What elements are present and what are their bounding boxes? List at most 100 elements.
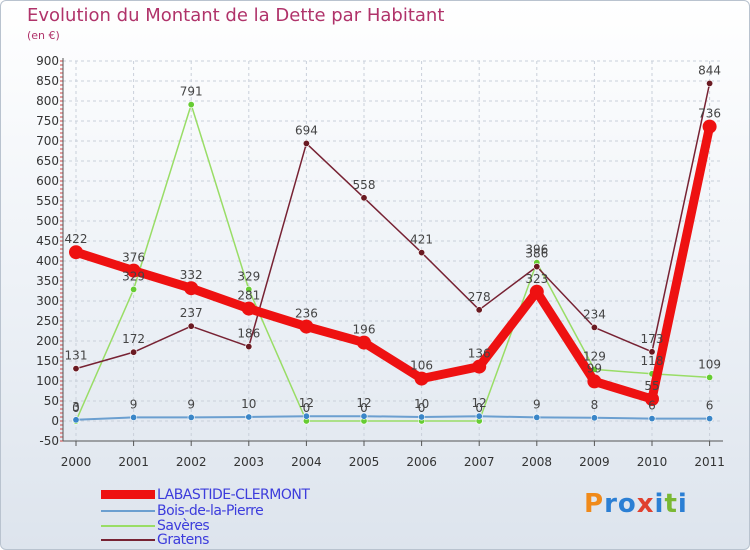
data-label: 3 — [72, 400, 80, 414]
data-label: 12 — [356, 396, 371, 410]
x-tick-label: 2011 — [694, 455, 725, 469]
data-point — [533, 413, 541, 421]
legend-label: Gratens — [157, 531, 209, 548]
data-point — [648, 415, 656, 423]
y-tick-label: 850 — [36, 74, 59, 88]
legend-label: Savères — [157, 517, 210, 534]
x-tick-label: 2002 — [176, 455, 207, 469]
data-label: 131 — [65, 349, 88, 363]
data-point — [130, 348, 138, 356]
data-label: 376 — [122, 251, 145, 265]
data-label: 0 — [475, 401, 483, 415]
series-line — [75, 103, 711, 422]
y-tick-label: -50 — [39, 434, 59, 448]
data-point — [706, 79, 714, 87]
data-point — [702, 119, 717, 134]
data-point — [69, 245, 83, 260]
data-point — [472, 359, 487, 374]
data-point — [529, 284, 544, 299]
y-tick-label: 600 — [36, 174, 59, 188]
grid — [63, 60, 723, 442]
data-label: 136 — [468, 347, 491, 361]
legend-label: LABASTIDE-CLERMONT — [157, 486, 310, 503]
data-point — [130, 413, 138, 421]
x-tick-label: 2000 — [61, 455, 92, 469]
proxiti-logo: Proxiti — [584, 489, 688, 519]
y-tick-label: 750 — [36, 114, 59, 128]
data-label: 332 — [180, 268, 203, 282]
data-point — [72, 365, 80, 373]
data-point — [475, 412, 483, 420]
data-point — [245, 343, 253, 351]
y-tick-label: 100 — [36, 374, 59, 388]
data-point — [357, 335, 371, 350]
x-tick-label: 2003 — [234, 455, 265, 469]
data-label: 173 — [641, 332, 664, 346]
data-point — [187, 413, 195, 421]
y-tick-label: 450 — [36, 234, 59, 248]
data-point — [706, 373, 714, 381]
data-label: 791 — [180, 85, 203, 99]
data-label: 329 — [122, 269, 145, 283]
data-point — [414, 371, 429, 386]
x-tick-label: 2009 — [579, 455, 610, 469]
data-point — [187, 322, 195, 330]
legend-swatch — [101, 538, 155, 541]
data-label: 9 — [130, 397, 138, 411]
data-label: 323 — [525, 272, 548, 286]
data-point — [126, 263, 141, 278]
logo-letter: i — [654, 489, 665, 519]
chart-title: Evolution du Montant de la Dette par Hab… — [27, 5, 445, 26]
data-label: 55 — [644, 379, 659, 393]
logo-letter: i — [677, 489, 688, 519]
data-label: 0 — [360, 401, 368, 415]
data-point — [418, 413, 426, 421]
data-label: 186 — [237, 327, 260, 341]
legend-item: Bois-de-la-Pierre — [101, 503, 264, 519]
x-tick-label: 2001 — [118, 455, 149, 469]
data-label: 129 — [583, 349, 606, 363]
x-tick-label: 2010 — [637, 455, 668, 469]
data-label: 109 — [698, 357, 721, 371]
data-point — [590, 323, 598, 331]
series-line — [71, 122, 715, 404]
series-layer — [69, 79, 717, 425]
data-label: 9 — [187, 397, 195, 411]
logo-letter: t — [664, 489, 678, 519]
y-tick-label: 650 — [36, 154, 59, 168]
logo-letter: r — [604, 489, 618, 519]
y-tick-label: 250 — [36, 314, 59, 328]
data-point — [184, 281, 199, 296]
data-label: 172 — [122, 332, 145, 346]
data-label: 118 — [641, 354, 664, 368]
data-label: 422 — [65, 232, 88, 246]
y-tick-label: 200 — [36, 334, 59, 348]
data-label: 396 — [525, 243, 548, 257]
data-point — [706, 415, 714, 423]
y-tick-label: 50 — [44, 394, 59, 408]
y-tick-label: 300 — [36, 294, 59, 308]
data-point — [299, 319, 314, 334]
data-label: 281 — [237, 289, 260, 303]
data-point — [645, 392, 659, 406]
data-label: 329 — [237, 269, 260, 283]
legend-item: Gratens — [101, 531, 209, 548]
data-point — [72, 416, 80, 424]
y-tick-label: 700 — [36, 134, 59, 148]
y-tick-label: 150 — [36, 354, 59, 368]
data-label: 0 — [418, 401, 426, 415]
y-tick-label: 500 — [36, 214, 59, 228]
data-label: 9 — [533, 397, 541, 411]
x-tick-label: 2005 — [349, 455, 380, 469]
logo-letter: o — [617, 489, 637, 519]
data-label: 12 — [299, 396, 314, 410]
data-point — [302, 139, 310, 147]
data-label: 278 — [468, 290, 491, 304]
data-point — [648, 348, 656, 356]
logo-letter: x — [636, 489, 655, 519]
y-tick-label: 800 — [36, 94, 59, 108]
data-label: 10 — [414, 397, 429, 411]
logo-letter: P — [584, 489, 605, 519]
